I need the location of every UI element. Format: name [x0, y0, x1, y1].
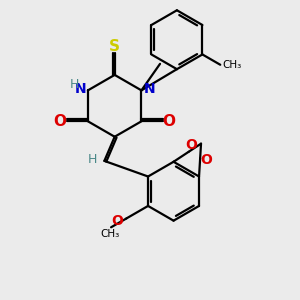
Text: O: O: [112, 214, 123, 228]
Text: O: O: [201, 153, 213, 167]
Text: S: S: [109, 39, 120, 54]
Text: O: O: [163, 114, 176, 129]
Text: H: H: [70, 78, 79, 91]
Text: CH₃: CH₃: [100, 229, 119, 239]
Text: H: H: [87, 153, 97, 166]
Text: CH₃: CH₃: [223, 60, 242, 70]
Text: O: O: [54, 114, 67, 129]
Text: N: N: [144, 82, 155, 96]
Text: O: O: [185, 138, 197, 152]
Text: N: N: [75, 82, 86, 96]
